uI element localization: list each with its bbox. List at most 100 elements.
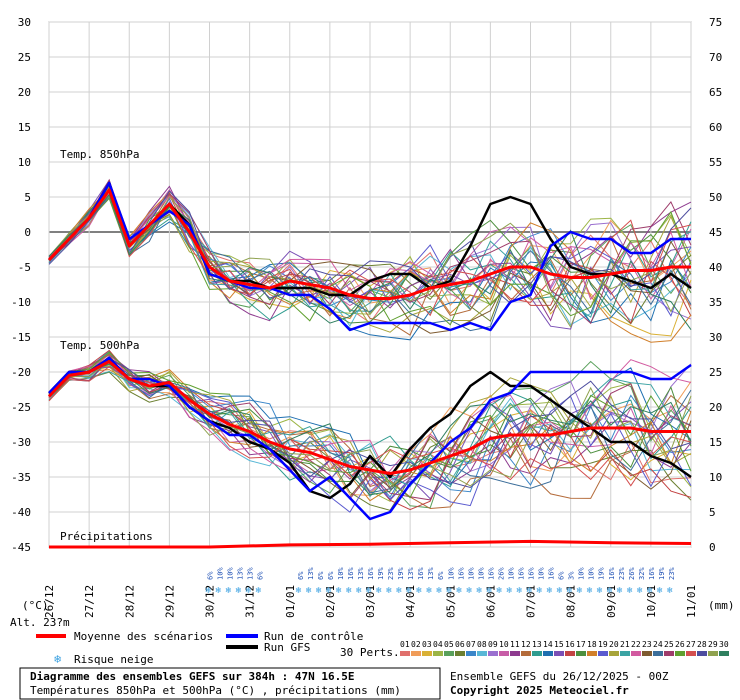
snowflake-icon: ❄	[346, 586, 352, 596]
x-tick-label: 06/01	[484, 585, 497, 618]
pert-swatch	[444, 651, 454, 656]
snowflake-icon: ❄	[496, 586, 502, 596]
legend-gfs-label: Run GFS	[264, 641, 310, 654]
snowflake-icon: ❄	[296, 586, 302, 596]
pert-swatch	[609, 651, 619, 656]
snow-risk-percent: 16%	[367, 567, 375, 580]
snowflake-icon: ❄	[426, 586, 432, 596]
perturbation-line	[48, 371, 692, 511]
snow-risk-percent: 16%	[517, 567, 525, 580]
y-tick-left: 25	[18, 51, 31, 64]
snow-risk-percent: 26%	[628, 567, 636, 580]
y-tick-right: 40	[709, 261, 722, 274]
snow-risk-percent: 6%	[257, 571, 265, 580]
x-tick-label: 01/01	[284, 585, 297, 618]
snow-risk-percent: 10%	[447, 567, 455, 580]
legend-snow-label: Risque neige	[74, 653, 153, 666]
x-tick-label: 04/01	[404, 585, 417, 618]
pert-id: 16	[565, 640, 575, 649]
snow-risk-percent: 16%	[347, 567, 355, 580]
snowflake-icon: ❄	[396, 586, 402, 596]
y-tick-left: -40	[11, 506, 31, 519]
y-tick-left: 30	[18, 16, 31, 29]
legend-control-label: Run de contrôle	[264, 630, 363, 643]
snow-risk-percent: 19%	[658, 567, 666, 580]
snow-risk-row: 6%❄10%❄10%❄13%❄13%❄6%❄6%❄13%❄6%❄6%❄10%❄1…	[206, 567, 676, 596]
snowflake-icon: ❄	[506, 586, 512, 596]
x-tick-label: 09/01	[605, 585, 618, 618]
pert-id: 20	[609, 640, 619, 649]
y-tick-right: 60	[709, 121, 722, 134]
snowflake-icon: ❄	[54, 652, 61, 666]
pert-id: 12	[521, 640, 531, 649]
pert-swatch	[686, 651, 696, 656]
snow-risk-percent: 6%	[437, 571, 445, 580]
legend-mean-label: Moyenne des scénarios	[74, 630, 213, 643]
pert-id: 13	[532, 640, 542, 649]
y-tick-right: 5	[709, 506, 716, 519]
pert-id: 01	[400, 640, 410, 649]
snow-risk-percent: 16%	[487, 567, 495, 580]
snow-risk-percent: 10%	[578, 567, 586, 580]
y-tick-right: 70	[709, 51, 722, 64]
pert-id: 25	[664, 640, 674, 649]
y-tick-left: 20	[18, 86, 31, 99]
snowflake-icon: ❄	[446, 586, 452, 596]
pert-swatch	[697, 651, 707, 656]
pert-id: 14	[543, 640, 553, 649]
snow-risk-percent: 10%	[337, 567, 345, 580]
altitude-label: Alt. 23?m	[10, 616, 70, 629]
y-tick-left: 0	[24, 226, 31, 239]
pert-swatch	[499, 651, 509, 656]
x-tick-label: 26/12	[43, 585, 56, 618]
snowflake-icon: ❄	[356, 586, 362, 596]
snow-risk-percent: 6%	[297, 571, 305, 580]
y-tick-right: 50	[709, 191, 722, 204]
snow-risk-percent: 16%	[608, 567, 616, 580]
pert-swatch	[554, 651, 564, 656]
pert-id: 03	[422, 640, 432, 649]
x-tick-label: 05/01	[444, 585, 457, 618]
pert-swatch	[510, 651, 520, 656]
snowflake-icon: ❄	[336, 586, 342, 596]
x-tick-label: 11/01	[685, 585, 698, 618]
pert-swatch	[576, 651, 586, 656]
mean-t850-line	[47, 188, 691, 300]
snowflake-icon: ❄	[476, 586, 482, 596]
y-tick-left: -10	[11, 296, 31, 309]
pert-swatch	[642, 651, 652, 656]
pert-id: 10	[499, 640, 509, 649]
pert-swatch	[708, 651, 718, 656]
y-tick-left: -20	[11, 366, 31, 379]
snow-risk-percent: 6%	[327, 571, 335, 580]
snow-risk-percent: 10%	[477, 567, 485, 580]
run-info: Ensemble GEFS du 26/12/2025 - 00Z	[450, 670, 669, 683]
snow-risk-percent: 26%	[497, 567, 505, 580]
snowflake-icon: ❄	[306, 586, 312, 596]
pert-swatch	[719, 651, 729, 656]
snow-risk-percent: 19%	[377, 567, 385, 580]
snow-risk-percent: 16%	[417, 567, 425, 580]
pert-id: 29	[708, 640, 718, 649]
pert-swatch	[466, 651, 476, 656]
snow-risk-percent: 10%	[227, 567, 235, 580]
pert-swatch	[521, 651, 531, 656]
y-tick-right: 0	[709, 541, 716, 554]
x-tick-label: 31/12	[244, 585, 257, 618]
y-tick-left: -45	[11, 541, 31, 554]
pert-id: 05	[444, 640, 454, 649]
y-tick-right: 45	[709, 226, 722, 239]
snowflake-icon: ❄	[436, 586, 442, 596]
y-tick-right: 25	[709, 366, 722, 379]
snowflake-icon: ❄	[456, 586, 462, 596]
pert-id: 24	[653, 640, 663, 649]
snow-risk-percent: 6%	[317, 571, 325, 580]
precip-mean-line	[49, 539, 692, 549]
pert-id: 30	[719, 640, 729, 649]
pert-swatch	[411, 651, 421, 656]
snowflake-icon: ❄	[516, 586, 522, 596]
perturbation-line	[48, 182, 692, 322]
pert-swatch	[422, 651, 432, 656]
y-tick-right: 10	[709, 471, 722, 484]
